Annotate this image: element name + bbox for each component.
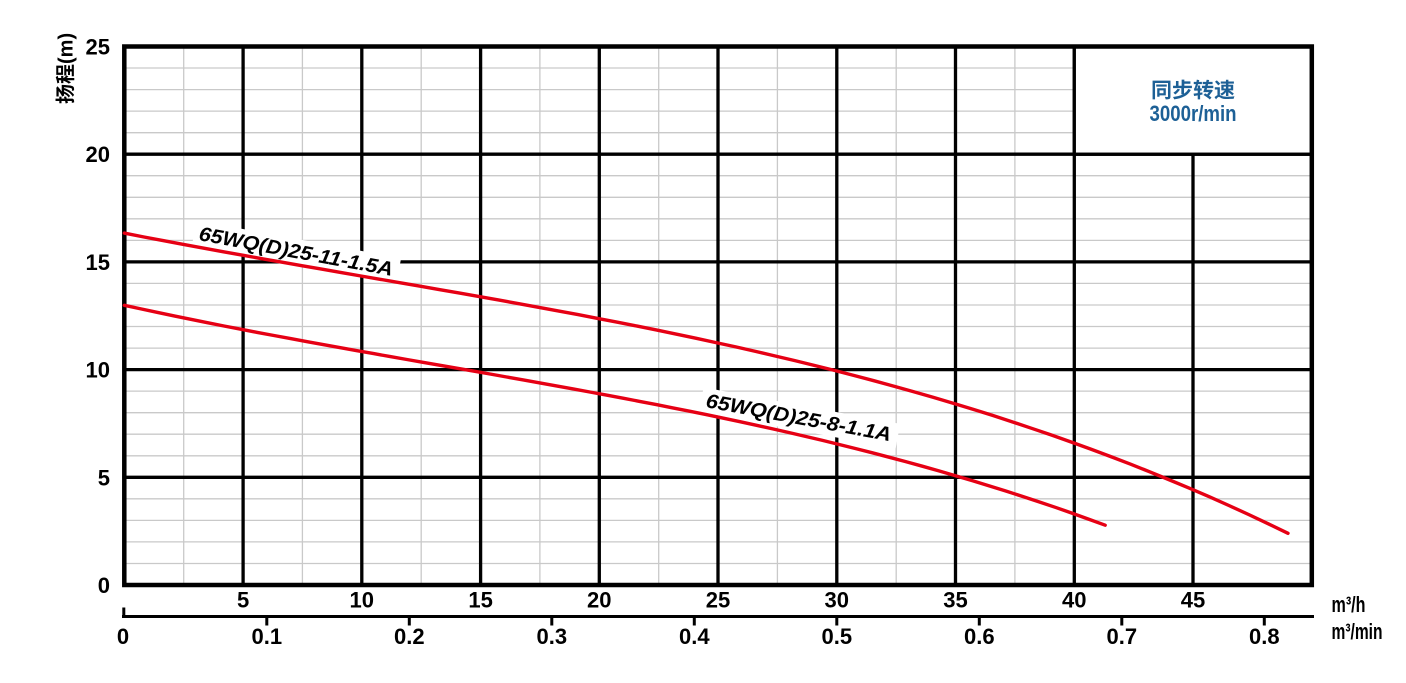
svg-text:25: 25	[86, 35, 110, 60]
svg-text:15: 15	[86, 250, 110, 275]
svg-text:30: 30	[825, 588, 849, 613]
svg-text:10: 10	[350, 588, 374, 613]
svg-text:0.6: 0.6	[964, 624, 995, 649]
svg-text:0.4: 0.4	[679, 624, 710, 649]
svg-text:m³/min: m³/min	[1332, 619, 1383, 644]
svg-text:0.3: 0.3	[537, 624, 568, 649]
svg-text:(m): (m)	[56, 33, 78, 64]
svg-text:0.2: 0.2	[394, 624, 425, 649]
svg-text:40: 40	[1062, 588, 1086, 613]
svg-text:45: 45	[1181, 588, 1205, 613]
svg-text:20: 20	[86, 142, 110, 167]
svg-text:0: 0	[98, 573, 110, 598]
svg-text:m³/h: m³/h	[1332, 592, 1366, 617]
svg-text:0.7: 0.7	[1107, 624, 1138, 649]
svg-text:0: 0	[117, 624, 129, 649]
svg-text:10: 10	[86, 358, 110, 383]
svg-text:20: 20	[587, 588, 611, 613]
svg-text:35: 35	[943, 588, 967, 613]
svg-text:0.8: 0.8	[1249, 624, 1280, 649]
svg-text:3000r/min: 3000r/min	[1150, 101, 1237, 126]
svg-text:0.1: 0.1	[252, 624, 283, 649]
svg-text:0.5: 0.5	[822, 624, 853, 649]
svg-text:25: 25	[706, 588, 730, 613]
svg-text:15: 15	[468, 588, 492, 613]
svg-text:5: 5	[98, 465, 110, 490]
svg-text:5: 5	[237, 588, 249, 613]
